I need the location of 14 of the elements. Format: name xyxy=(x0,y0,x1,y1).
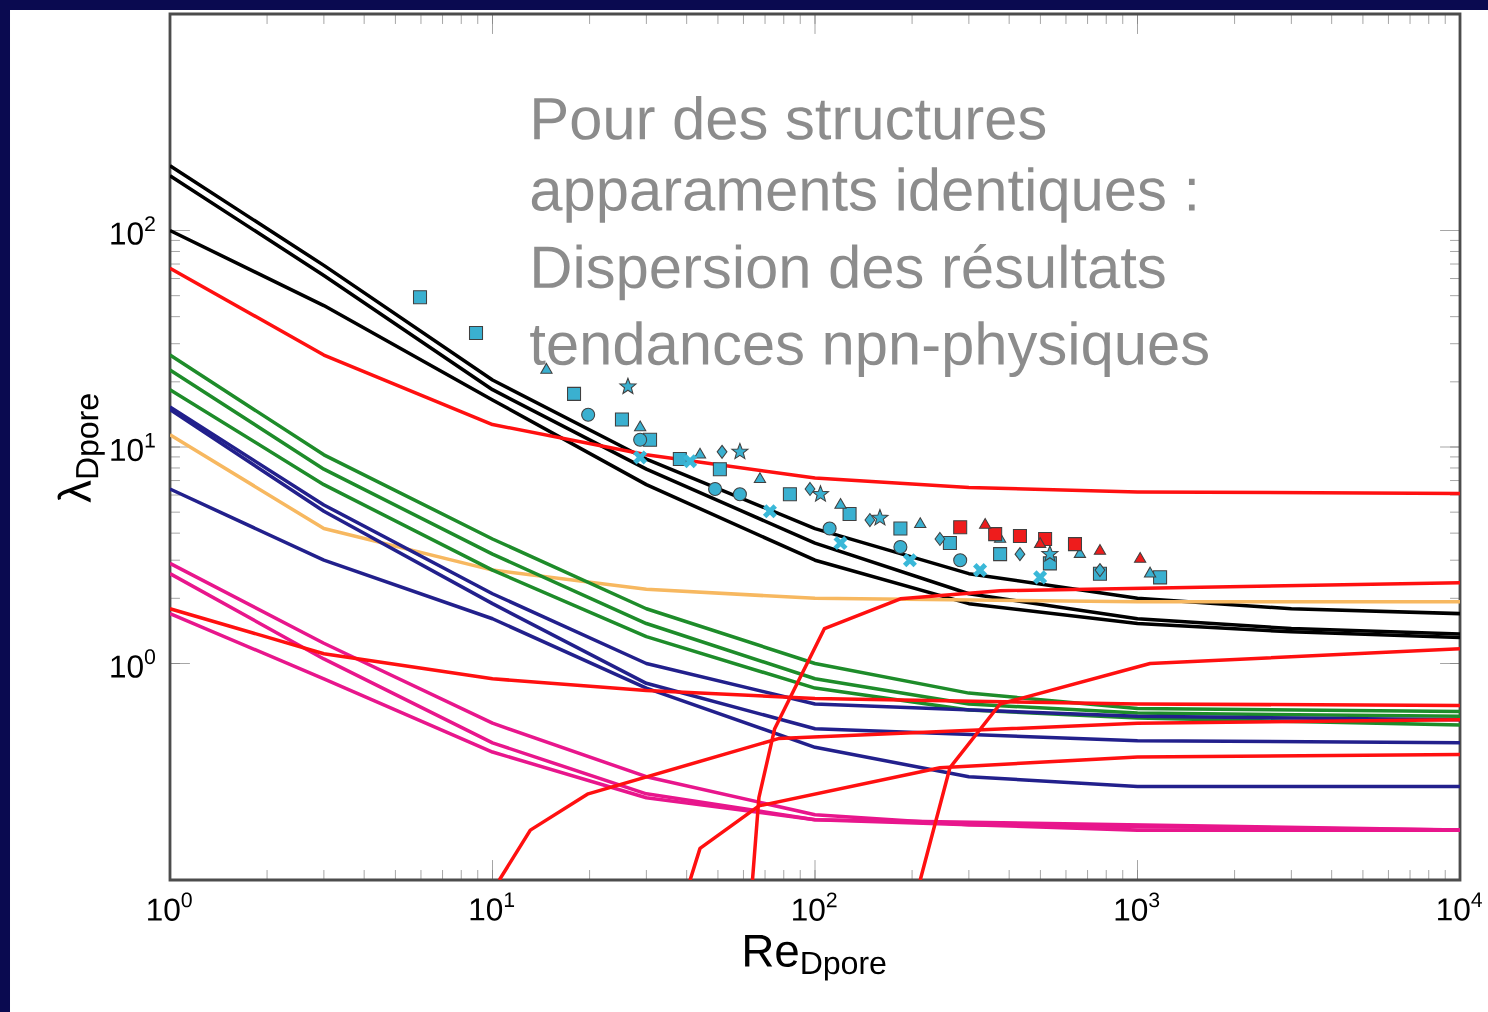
x-tick-label: 10$^{3}$ xyxy=(1115,892,1160,921)
x-tick-label: 10$^{2}$ xyxy=(793,892,837,921)
annotation: apparaments identiques : xyxy=(531,167,1195,223)
x-tick-label: 10$^{4}$ xyxy=(1438,892,1482,921)
annotation: Dispersion des résultats xyxy=(534,243,1165,301)
y-tick-label: 10$^{0}$ xyxy=(111,649,156,678)
annotation: tendances npn-physiques xyxy=(530,321,1208,377)
annotation: Pour des structures xyxy=(534,96,1046,140)
y-tick-label: 10$^{2}$ xyxy=(111,216,155,245)
x-tick-label: 10$^{0}$ xyxy=(148,892,192,921)
x-tick-label: 10$^{1}$ xyxy=(470,892,515,921)
y-axis-title: λ$_{Dpore}$ xyxy=(57,394,105,503)
y-tick-label: 10$^{1}$ xyxy=(111,432,155,462)
x-axis-title: Re$_{Dpore}$ xyxy=(745,935,886,981)
